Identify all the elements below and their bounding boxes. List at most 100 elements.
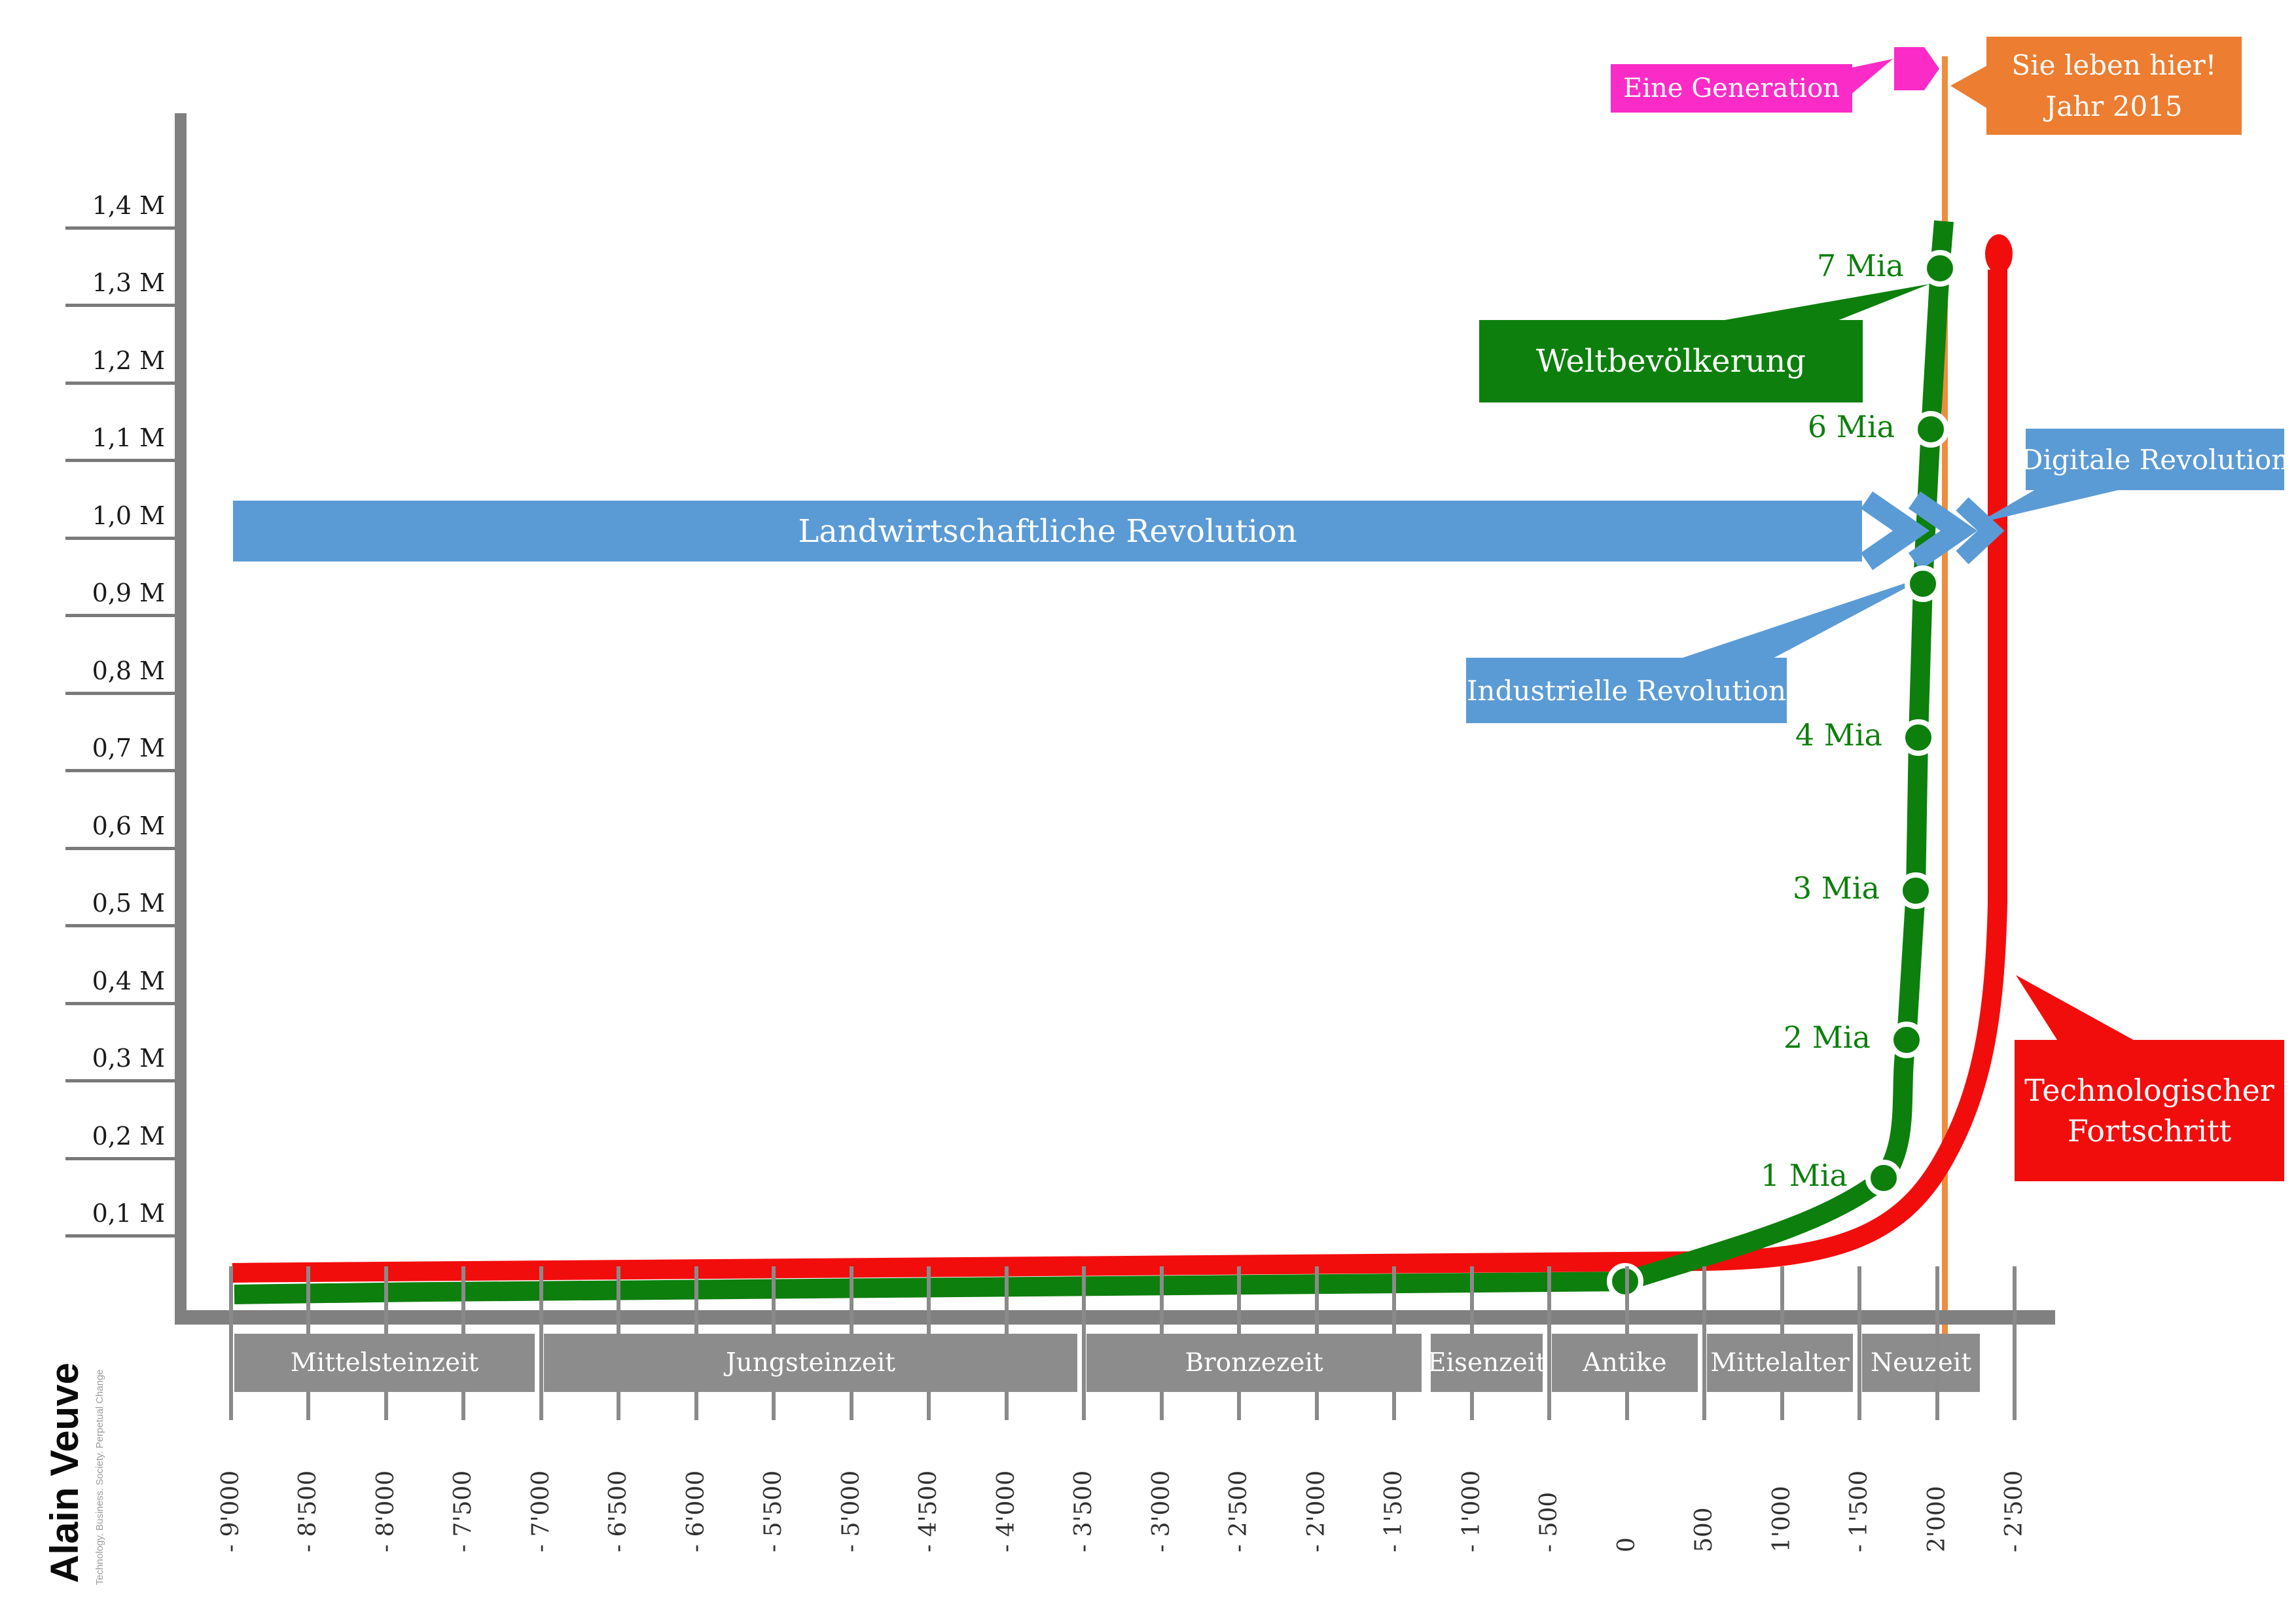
population-dot	[1897, 872, 1934, 909]
you-live-here-callout: Sie leben hier! Jahr 2015	[1986, 37, 2242, 135]
x-axis-label: - 1'500	[1380, 1470, 1408, 1552]
y-axis-label: 0,5 M	[92, 889, 165, 918]
population-milestone-dots	[1607, 250, 1958, 1300]
population-milestone-label: 1 Mia	[1760, 1158, 1848, 1193]
y-axis-label: 0,7 M	[92, 734, 165, 763]
y-axis-label: 1,1 M	[92, 423, 165, 453]
x-axis-label: - 8'500	[295, 1470, 322, 1552]
population-dot	[1900, 719, 1937, 756]
population-dot	[1922, 250, 1958, 287]
x-axis-label: - 2'500	[2001, 1470, 2028, 1552]
industrielle-tail	[1677, 575, 1931, 660]
y-axis-label: 0,1 M	[92, 1198, 165, 1228]
technological-progress-line1: Technologischer	[2024, 1072, 2274, 1108]
y-axis-label: 1,2 M	[92, 346, 165, 375]
x-axis-label: - 2'000	[1302, 1470, 1330, 1552]
y-axis-label: 1,4 M	[92, 191, 165, 220]
epoch-bar-eisenzeit: Eisenzeit	[1427, 1334, 1546, 1392]
industrial-revolution-callout: Industrielle Revolution	[1466, 658, 1787, 723]
x-axis-label: 500	[1691, 1507, 1718, 1552]
y-tick-line	[65, 614, 175, 618]
x-axis-label: - 1'000	[1458, 1470, 1485, 1552]
epoch-bar-antike: Antike	[1552, 1334, 1698, 1392]
technological-progress-line2: Fortschritt	[2067, 1113, 2232, 1149]
digital-revolution-callout: Digitale Revolution	[2021, 429, 2289, 490]
population-milestone-label: 6 Mia	[1807, 409, 1895, 444]
y-axis-bar	[175, 113, 187, 1325]
brand-logo: Alain Veuve	[43, 1363, 86, 1583]
x-axis-label: - 4'500	[915, 1470, 942, 1552]
epoch-bar-bronzezeit: Bronzezeit	[1086, 1334, 1422, 1392]
x-axis-label: - 7'500	[450, 1470, 477, 1552]
epoch-bar-jungsteinzeit: Jungsteinzeit	[544, 1334, 1077, 1392]
x-axis-label: - 3'500	[1070, 1470, 1098, 1552]
x-tick-line	[1935, 1266, 1939, 1420]
x-axis-bar	[175, 1310, 2055, 1325]
brand-tagline: Technology. Business. Society. Perpetual…	[94, 1369, 105, 1585]
eine-generation-tail	[1850, 59, 1893, 96]
x-axis-label: - 4'000	[992, 1470, 1020, 1552]
population-milestone-label: 3 Mia	[1792, 870, 1880, 906]
y-tick-line	[65, 846, 175, 850]
x-tick-line	[1082, 1266, 1086, 1420]
x-tick-line	[1702, 1266, 1707, 1420]
world-population-callout: Weltbevölkerung	[1479, 320, 1863, 402]
population-dot	[1888, 1022, 1925, 1058]
one-generation-callout: Eine Generation	[1611, 64, 1852, 113]
population-milestone-label: 2 Mia	[1783, 1020, 1871, 1055]
y-axis-label: 0,3 M	[92, 1044, 165, 1073]
x-tick-line	[229, 1266, 233, 1420]
sie-leben-tail	[1950, 64, 1990, 110]
population-dot	[1912, 411, 1949, 448]
banner-chevron-1	[1860, 491, 1930, 571]
x-axis-label: - 5'500	[760, 1470, 787, 1552]
x-axis-label: - 3'000	[1147, 1470, 1175, 1552]
y-tick-line	[65, 381, 175, 385]
you-live-here-line1: Sie leben hier!	[2011, 49, 2217, 81]
y-tick-line	[65, 226, 175, 230]
agricultural-revolution-banner	[233, 501, 1862, 562]
x-axis-label: 1'000	[1768, 1486, 1795, 1552]
y-tick-line	[65, 924, 175, 928]
epoch-bar-neuzeit: Neuzeit	[1862, 1334, 1980, 1392]
digitale-tail	[1977, 490, 2121, 524]
y-tick-line	[65, 459, 175, 463]
x-axis-label: - 1'500	[1846, 1470, 1873, 1552]
x-tick-line	[539, 1266, 543, 1420]
generation-marker-icon	[1894, 47, 1939, 90]
epoch-bar-mittelalter: Mittelalter	[1707, 1334, 1853, 1392]
y-tick-line	[65, 769, 175, 773]
weltbevoelkerung-tail	[1713, 284, 1929, 322]
y-axis-label: 0,2 M	[92, 1121, 165, 1150]
technologischer-tail	[2016, 975, 2137, 1042]
x-tick-line	[1547, 1266, 1552, 1420]
population-dot	[1865, 1160, 1902, 1196]
y-tick-line	[65, 536, 175, 540]
x-axis-label: - 8'000	[372, 1470, 399, 1552]
you-live-here-line2: Jahr 2015	[2045, 90, 2183, 122]
banner-chevron-2	[1908, 491, 1978, 571]
y-tick-line	[65, 1234, 175, 1238]
x-axis-label: - 9'000	[217, 1470, 244, 1552]
population-milestone-label: 4 Mia	[1795, 717, 1882, 753]
x-axis-label: - 7'000	[527, 1470, 554, 1552]
x-axis-label: - 6'000	[682, 1470, 709, 1552]
y-tick-line	[65, 1156, 175, 1160]
y-tick-line	[65, 1079, 175, 1083]
y-axis-label: 0,9 M	[92, 579, 165, 608]
y-axis-label: 0,6 M	[92, 811, 165, 840]
x-axis-label: 0	[1613, 1537, 1640, 1552]
population-dot	[1905, 565, 1941, 602]
x-tick-line	[1857, 1266, 1862, 1420]
x-axis-label: - 2'500	[1225, 1470, 1253, 1552]
y-tick-line	[65, 691, 175, 695]
x-axis-label: - 500	[1535, 1491, 1563, 1552]
x-tick-line	[2013, 1266, 2017, 1420]
epoch-bar-mittelsteinzeit: Mittelsteinzeit	[234, 1334, 535, 1392]
population-milestone-label: 7 Mia	[1816, 248, 1904, 283]
agricultural-revolution-label: Landwirtschaftliche Revolution	[798, 512, 1297, 550]
technology-end-dot	[1985, 234, 2013, 274]
year-2015-line	[1942, 56, 1948, 1345]
y-axis-label: 0,4 M	[92, 966, 165, 995]
